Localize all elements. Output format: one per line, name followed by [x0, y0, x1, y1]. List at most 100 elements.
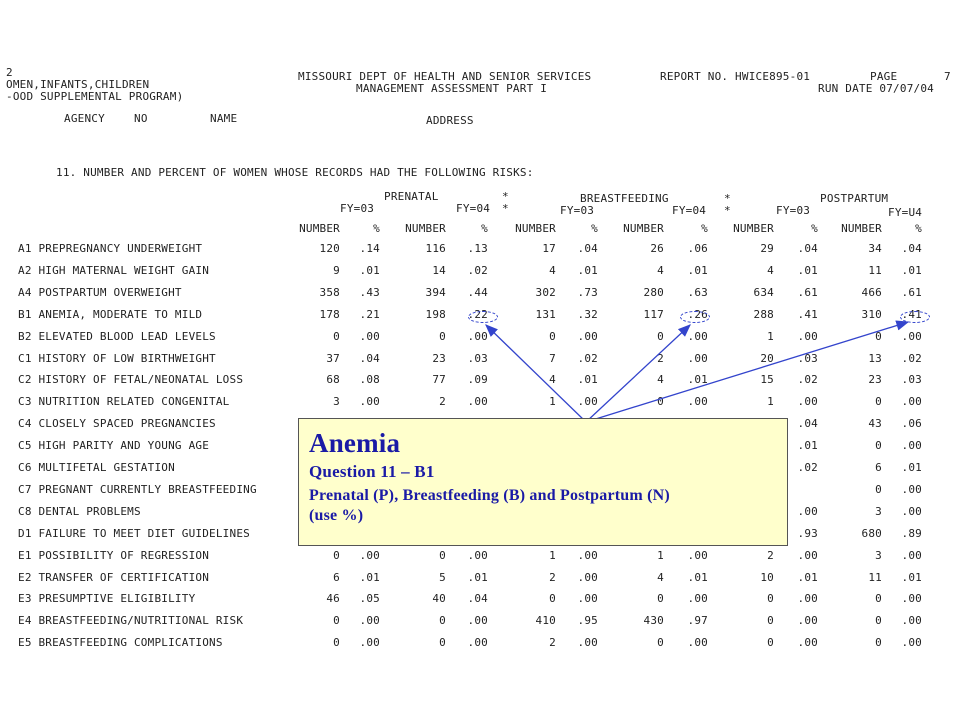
- table-cell: 4: [657, 263, 664, 277]
- table-cell: 43: [868, 417, 882, 431]
- table-cell: .01: [687, 263, 708, 277]
- group-breastfeeding: BREASTFEEDING: [580, 192, 669, 205]
- table-cell: 117: [643, 307, 664, 321]
- table-cell: 280: [643, 285, 664, 299]
- table-cell: .00: [467, 636, 488, 650]
- table-cell: .01: [577, 373, 598, 387]
- table-cell: .06: [687, 242, 708, 255]
- table-cell: .09: [467, 373, 488, 387]
- table-cell: .00: [359, 395, 380, 409]
- table-cell: .00: [797, 614, 818, 628]
- column-header: %: [701, 222, 708, 235]
- table-cell: 10: [760, 570, 774, 584]
- table-cell: 1: [549, 395, 556, 409]
- no-label: NO: [134, 112, 148, 125]
- table-cell: 0: [333, 636, 340, 650]
- table-cell: 3: [875, 504, 882, 518]
- table-cell: .00: [797, 329, 818, 343]
- risk-label: E5 BREASTFEEDING COMPLICATIONS: [18, 636, 223, 650]
- table-cell: .73: [577, 285, 598, 299]
- highlight-prenatal-b1: [468, 311, 498, 323]
- table-cell: 0: [875, 592, 882, 606]
- table-cell: .00: [467, 614, 488, 628]
- star-2: *: [724, 192, 731, 205]
- table-cell: 0: [439, 548, 446, 562]
- table-cell: 288: [753, 307, 774, 321]
- table-cell: 4: [549, 263, 556, 277]
- column-header: NUMBER: [623, 222, 664, 235]
- table-cell: 0: [767, 614, 774, 628]
- program-line-2: -OOD SUPPLEMENTAL PROGRAM): [6, 90, 184, 103]
- callout-subtitle: Question 11 – B1: [309, 462, 435, 481]
- anemia-callout: Anemia Question 11 – B1 Prenatal (P), Br…: [298, 418, 788, 546]
- table-cell: .00: [359, 329, 380, 343]
- table-cell: .14: [359, 242, 380, 255]
- table-cell: 26: [650, 242, 664, 255]
- table-cell: .04: [577, 242, 598, 255]
- table-cell: 410: [535, 614, 556, 628]
- table-cell: 1: [767, 329, 774, 343]
- table-cell: .00: [901, 548, 922, 562]
- name-label: NAME: [210, 112, 238, 125]
- column-header: NUMBER: [733, 222, 774, 235]
- column-header: %: [915, 222, 922, 235]
- arrow-to-breastfeeding: [585, 324, 691, 423]
- table-cell: .00: [467, 548, 488, 562]
- table-cell: .00: [577, 636, 598, 650]
- table-cell: 310: [861, 307, 882, 321]
- star-4: *: [724, 204, 731, 217]
- table-cell: 34: [868, 242, 882, 255]
- arrow-to-prenatal: [485, 324, 587, 423]
- table-cell: 9: [333, 263, 340, 277]
- table-cell: .00: [359, 614, 380, 628]
- section-title: 11. NUMBER AND PERCENT OF WOMEN WHOSE RE…: [56, 166, 534, 179]
- table-cell: 1: [767, 395, 774, 409]
- table-cell: 0: [657, 592, 664, 606]
- risk-label: B2 ELEVATED BLOOD LEAD LEVELS: [18, 329, 216, 343]
- table-cell: .00: [359, 548, 380, 562]
- table-cell: .97: [687, 614, 708, 628]
- table-cell: .01: [467, 570, 488, 584]
- fy04-prenatal: FY=04: [456, 202, 491, 215]
- table-cell: 302: [535, 285, 556, 299]
- callout-note-line-2: (use %): [309, 507, 364, 524]
- table-cell: .00: [797, 636, 818, 650]
- table-cell: 358: [319, 285, 340, 299]
- report-number: REPORT NO. HWICE895-01: [660, 70, 811, 83]
- table-cell: 430: [643, 614, 664, 628]
- table-cell: 23: [432, 351, 446, 365]
- table-cell: 0: [657, 636, 664, 650]
- table-cell: 634: [753, 285, 774, 299]
- callout-title: Anemia: [309, 428, 401, 458]
- table-cell: 11: [868, 263, 882, 277]
- column-header: %: [373, 222, 380, 235]
- table-cell: 1: [549, 548, 556, 562]
- table-cell: .01: [797, 439, 818, 453]
- table-cell: 29: [760, 242, 774, 255]
- table-cell: .01: [577, 263, 598, 277]
- table-cell: 17: [542, 242, 556, 255]
- risk-label: C5 HIGH PARITY AND YOUNG AGE: [18, 439, 210, 453]
- table-cell: .00: [797, 504, 818, 518]
- callout-note: Prenatal (P), Breastfeeding (B) and Post…: [309, 486, 777, 526]
- column-header: NUMBER: [841, 222, 882, 235]
- table-cell: .61: [797, 285, 818, 299]
- agency-label: AGENCY: [64, 112, 105, 125]
- table-cell: .00: [577, 548, 598, 562]
- table-cell: .00: [797, 592, 818, 606]
- table-cell: .00: [577, 570, 598, 584]
- table-cell: .03: [901, 373, 922, 387]
- page-label: PAGE: [870, 70, 898, 83]
- table-cell: 0: [875, 329, 882, 343]
- table-cell: 0: [549, 329, 556, 343]
- risk-label: B1 ANEMIA, MODERATE TO MILD: [18, 307, 203, 321]
- table-cell: .04: [797, 417, 818, 431]
- table-cell: .00: [467, 395, 488, 409]
- table-cell: 198: [425, 307, 446, 321]
- column-header: NUMBER: [299, 222, 340, 235]
- risk-label: C1 HISTORY OF LOW BIRTHWEIGHT: [18, 351, 216, 365]
- fy03-breastfeeding: FY=03: [560, 204, 595, 217]
- risk-label: A2 HIGH MATERNAL WEIGHT GAIN: [18, 263, 210, 277]
- column-header: NUMBER: [405, 222, 446, 235]
- table-cell: .00: [797, 395, 818, 409]
